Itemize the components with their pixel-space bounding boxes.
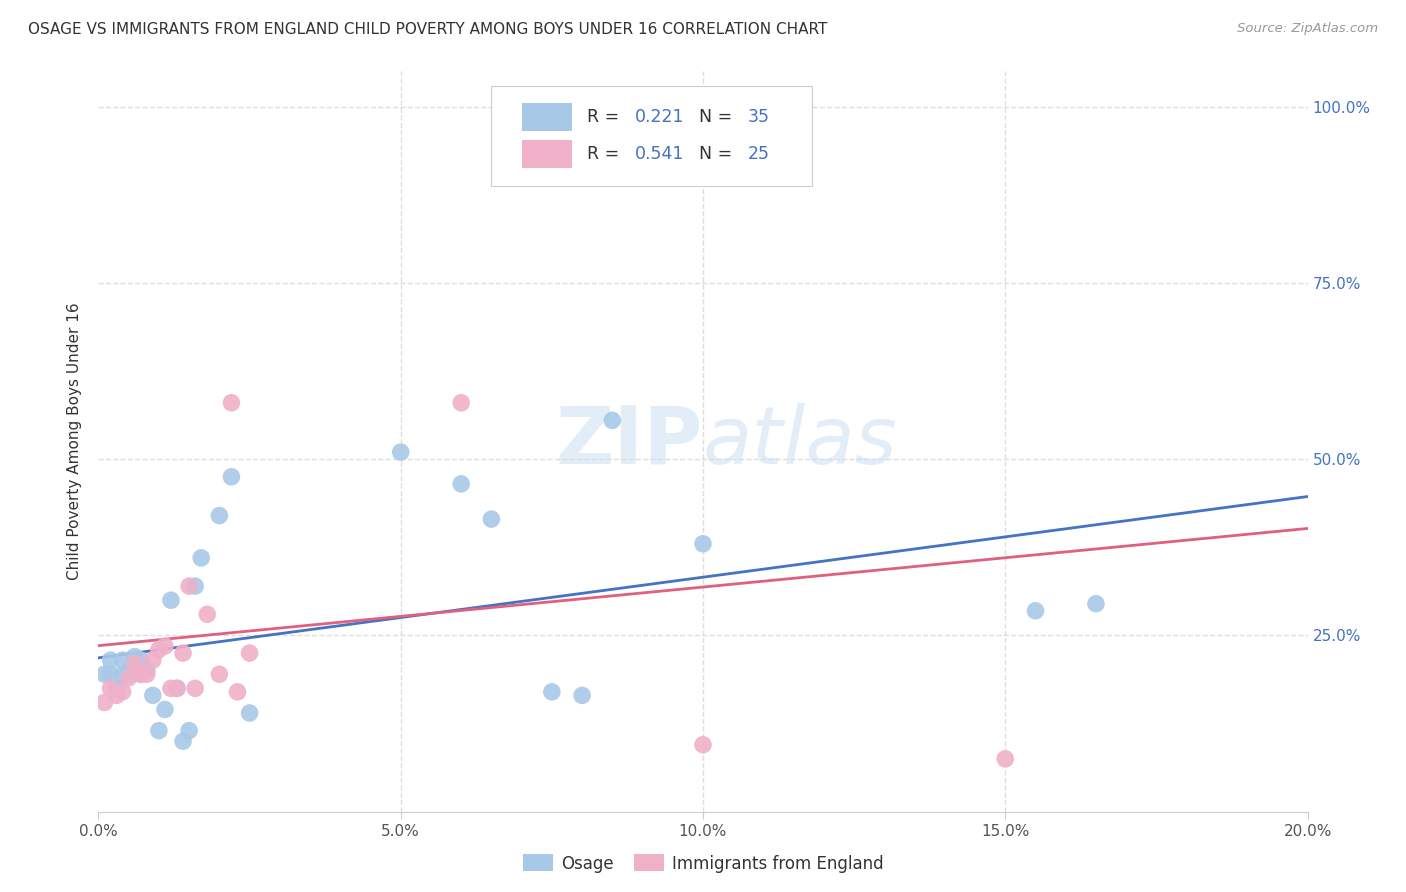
Point: [389, 445, 412, 459]
Point: [190, 550, 212, 565]
Point: [124, 657, 146, 671]
Point: [105, 689, 128, 703]
FancyBboxPatch shape: [492, 87, 811, 186]
Text: N =: N =: [699, 108, 738, 127]
Point: [1085, 597, 1108, 611]
Point: [111, 653, 134, 667]
Point: [1024, 604, 1046, 618]
Point: [160, 593, 183, 607]
Text: R =: R =: [586, 145, 624, 163]
Point: [179, 579, 201, 593]
Point: [994, 752, 1017, 766]
Point: [142, 689, 165, 703]
Point: [124, 653, 146, 667]
Point: [153, 639, 176, 653]
Text: 0.221: 0.221: [636, 108, 685, 127]
Point: [129, 653, 152, 667]
Point: [148, 642, 170, 657]
Point: [208, 667, 231, 681]
Point: [100, 667, 122, 681]
Point: [118, 667, 141, 681]
Point: [179, 723, 201, 738]
Point: [166, 681, 188, 696]
Point: [195, 607, 218, 622]
Text: 0.541: 0.541: [636, 145, 685, 163]
Point: [239, 706, 262, 720]
Text: Source: ZipAtlas.com: Source: ZipAtlas.com: [1237, 22, 1378, 36]
Point: [450, 396, 472, 410]
Point: [142, 653, 165, 667]
Point: [153, 702, 176, 716]
Point: [135, 667, 157, 681]
Point: [118, 664, 141, 678]
Point: [221, 470, 243, 484]
Bar: [522, 140, 572, 169]
Bar: [522, 103, 572, 131]
Text: atlas: atlas: [703, 402, 898, 481]
Point: [692, 537, 714, 551]
Point: [93, 667, 115, 681]
Text: R =: R =: [586, 108, 624, 127]
Text: OSAGE VS IMMIGRANTS FROM ENGLAND CHILD POVERTY AMONG BOYS UNDER 16 CORRELATION C: OSAGE VS IMMIGRANTS FROM ENGLAND CHILD P…: [28, 22, 828, 37]
Point: [172, 646, 194, 660]
Point: [602, 413, 624, 427]
Point: [118, 671, 141, 685]
Text: 35: 35: [748, 108, 769, 127]
Text: N =: N =: [699, 145, 738, 163]
Point: [184, 681, 207, 696]
Point: [208, 508, 231, 523]
Point: [105, 681, 128, 696]
Point: [540, 685, 562, 699]
Legend: Osage, Immigrants from England: Osage, Immigrants from England: [516, 847, 890, 880]
Point: [184, 579, 207, 593]
Y-axis label: Child Poverty Among Boys Under 16: Child Poverty Among Boys Under 16: [67, 302, 83, 581]
Point: [166, 681, 188, 696]
Point: [124, 649, 146, 664]
Point: [692, 738, 714, 752]
Point: [172, 734, 194, 748]
Point: [571, 689, 593, 703]
Text: ZIP: ZIP: [555, 402, 703, 481]
Point: [100, 681, 122, 696]
Point: [111, 685, 134, 699]
Point: [111, 667, 134, 681]
Point: [100, 653, 122, 667]
Point: [450, 476, 472, 491]
Point: [481, 512, 503, 526]
Point: [105, 681, 128, 696]
Point: [93, 695, 115, 709]
Point: [135, 664, 157, 678]
Point: [148, 723, 170, 738]
Text: 25: 25: [748, 145, 769, 163]
Point: [239, 646, 262, 660]
Point: [498, 100, 520, 114]
Point: [226, 685, 249, 699]
Point: [221, 396, 243, 410]
Point: [129, 667, 152, 681]
Point: [129, 667, 152, 681]
Point: [160, 681, 183, 696]
